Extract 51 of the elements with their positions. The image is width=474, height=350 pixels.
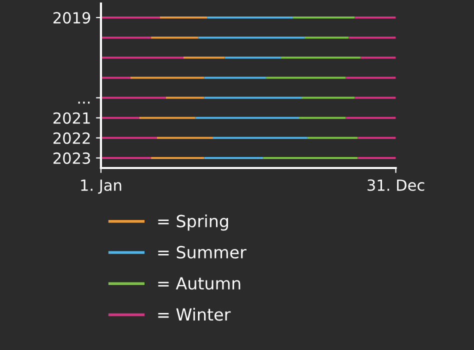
- text: 31. Dec: [368, 179, 424, 191]
- bar: [100, 156, 152, 159]
- bar: [357, 156, 396, 159]
- bar: [100, 116, 140, 119]
- y-tick-label: 2022: [53, 132, 90, 144]
- bar: [266, 76, 346, 79]
- bar: [100, 16, 160, 19]
- y-tick-label: 2021: [53, 112, 90, 124]
- bar: [151, 156, 204, 159]
- bar: [307, 136, 358, 139]
- bar: [280, 56, 360, 59]
- bar: [204, 156, 264, 159]
- text: 1. Jan: [81, 180, 122, 194]
- bar: [360, 56, 396, 59]
- legend-label: = Autumn: [158, 277, 240, 290]
- bar: [348, 36, 396, 39]
- bar: [100, 96, 166, 99]
- y-tick-label: ...: [78, 102, 90, 104]
- bar: [100, 76, 130, 79]
- bar: [207, 16, 293, 19]
- bar: [292, 16, 355, 19]
- legend-label: = Winter: [158, 308, 231, 321]
- bar: [354, 16, 396, 19]
- bar: [130, 76, 204, 79]
- bar: [195, 116, 298, 119]
- bar: [263, 156, 358, 159]
- bar: [100, 36, 152, 39]
- bar: [346, 76, 396, 79]
- bar: [156, 136, 213, 139]
- bar: [301, 96, 355, 99]
- bar: [357, 136, 396, 139]
- bar: [304, 36, 349, 39]
- bar: [166, 96, 204, 99]
- bar: [204, 76, 266, 79]
- bar: [184, 56, 225, 59]
- legend-label: = Summer: [158, 246, 246, 259]
- bar: [224, 56, 281, 59]
- y-tick-label: 2019: [53, 12, 90, 24]
- bar: [298, 116, 346, 119]
- bar: [160, 16, 208, 19]
- bar: [100, 56, 184, 59]
- legend-label: = Spring: [158, 214, 228, 231]
- y-tick-label: 2023: [53, 152, 90, 164]
- bar: [139, 116, 196, 119]
- bar: [100, 136, 157, 139]
- bar: [198, 36, 304, 39]
- bar: [212, 136, 308, 139]
- bar: [151, 36, 198, 39]
- bar: [354, 96, 396, 99]
- bar: [346, 116, 396, 119]
- bar: [204, 96, 302, 99]
